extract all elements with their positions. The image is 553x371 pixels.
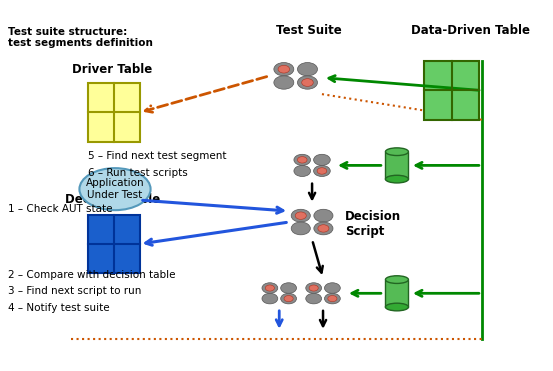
Circle shape (284, 296, 293, 302)
Circle shape (325, 283, 340, 293)
Circle shape (318, 225, 329, 232)
Circle shape (328, 296, 337, 302)
Circle shape (298, 63, 317, 76)
Circle shape (295, 212, 306, 219)
Text: Test Suite: Test Suite (276, 24, 342, 37)
Circle shape (306, 283, 322, 293)
Circle shape (281, 283, 296, 293)
Text: Decision Table: Decision Table (65, 193, 160, 206)
Circle shape (291, 209, 310, 222)
Text: Data-Driven Table: Data-Driven Table (411, 24, 530, 37)
Ellipse shape (80, 168, 150, 210)
Text: 3 – Find next script to run: 3 – Find next script to run (8, 286, 142, 296)
Circle shape (306, 293, 322, 304)
Circle shape (278, 65, 290, 73)
Bar (385, 280, 409, 307)
Circle shape (314, 154, 330, 165)
Circle shape (298, 157, 307, 163)
Text: 5 – Find next test segment: 5 – Find next test segment (87, 151, 226, 161)
Text: 1 – Check AUT state: 1 – Check AUT state (8, 204, 113, 214)
Circle shape (265, 285, 274, 291)
Circle shape (314, 209, 333, 222)
Text: Decision
Script: Decision Script (345, 210, 401, 238)
Circle shape (325, 293, 340, 304)
Bar (385, 152, 409, 179)
Text: Driver Table: Driver Table (72, 63, 153, 76)
Text: 6 – Run test scripts: 6 – Run test scripts (87, 168, 187, 178)
Text: 2 – Compare with decision table: 2 – Compare with decision table (8, 270, 176, 280)
Circle shape (291, 222, 310, 235)
Ellipse shape (385, 276, 409, 283)
Circle shape (298, 76, 317, 89)
Circle shape (314, 165, 330, 177)
Ellipse shape (385, 148, 409, 155)
Circle shape (317, 168, 327, 174)
Circle shape (281, 293, 296, 304)
Circle shape (314, 222, 333, 235)
Ellipse shape (385, 303, 409, 311)
Circle shape (274, 76, 294, 89)
Circle shape (302, 79, 313, 86)
Circle shape (294, 165, 311, 177)
Text: Test suite structure:
test segments definition: Test suite structure: test segments defi… (8, 27, 153, 48)
Bar (87, 215, 140, 273)
Circle shape (262, 283, 278, 293)
Text: Application
Under Test: Application Under Test (86, 178, 144, 200)
Circle shape (274, 63, 294, 76)
Bar (424, 61, 479, 120)
Bar (87, 83, 140, 142)
Text: 4 – Notify test suite: 4 – Notify test suite (8, 303, 110, 313)
Ellipse shape (385, 175, 409, 183)
Circle shape (294, 154, 311, 165)
Circle shape (262, 293, 278, 304)
Circle shape (309, 285, 318, 291)
